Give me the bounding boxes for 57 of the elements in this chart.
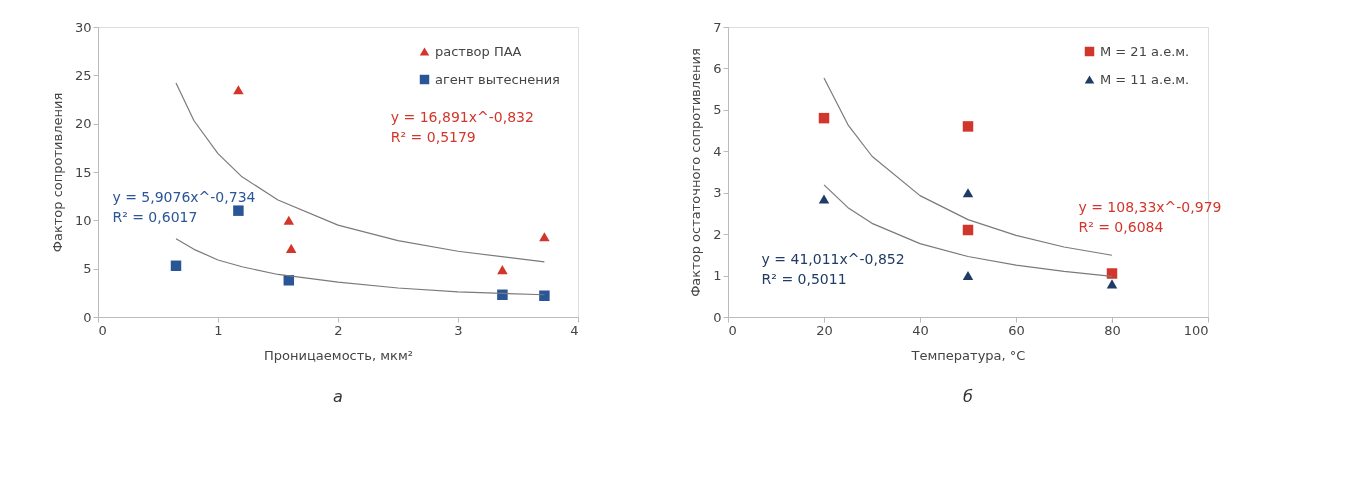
x-tick-label: 80 [1104,322,1121,338]
x-tick-label: 4 [570,322,579,338]
text: б [963,387,974,406]
y-tick-label: 15 [74,164,92,180]
annotation: y = 108,33x^-0,979 R² = 0,6084 [1078,199,1222,235]
y-tick-label: 2 [713,226,722,242]
x-tick-label: 2 [334,322,343,338]
y-tick-label: 4 [713,143,722,159]
y-tick-label: 1 [713,268,722,284]
legend-label: M = 21 а.е.м. [1100,43,1190,59]
y-tick-label: 10 [74,212,92,228]
y-tick-label: 30 [74,19,92,35]
point [1106,268,1118,279]
y-tick-label: 6 [713,60,722,76]
text: а [333,387,343,406]
x-tick-label: 1 [214,322,223,338]
point [170,260,182,272]
x-tick-label: 100 [1183,322,1209,338]
y-tick-label: 5 [83,261,92,277]
x-tick-label: 0 [728,322,737,338]
point [285,243,297,253]
y-tick-label: 3 [713,185,722,201]
x-axis-title: Проницаемость, мкм² [264,347,413,363]
point [818,194,830,204]
y-tick-label: 7 [713,19,722,35]
y-tick-label: 25 [74,67,92,83]
point [1106,279,1118,289]
point [233,85,244,95]
annotation: y = 5,9076x^-0,734 R² = 0,6017 [112,188,256,225]
point [962,271,974,281]
x-axis-title: Температура, °C [910,347,1026,363]
annotation: y = 41,011x^-0,852 R² = 0,5011 [761,251,905,288]
point [283,215,295,225]
y-axis-title: Фактор остаточного сопротивления [688,48,704,297]
x-tick-label: 3 [454,322,463,338]
y-tick-label: 0 [713,309,722,325]
y-tick-label: 0 [83,309,92,325]
y-tick-label: 5 [713,102,722,118]
legend-label: агент вытеснения [435,71,560,87]
y-tick-label: 20 [74,116,92,132]
point [818,112,830,124]
legend-label: M = 11 а.е.м. [1100,71,1190,87]
x-tick-label: 20 [816,322,833,338]
x-tick-label: 60 [1008,322,1025,338]
point [962,121,974,132]
legend-label: раствор ПАА [435,43,522,59]
x-tick-label: 0 [98,322,107,338]
annotation: y = 16,891x^-0,832 R² = 0,5179 [390,109,534,146]
x-tick-label: 40 [912,322,929,338]
point [233,205,244,216]
point [962,188,974,198]
point [497,265,508,275]
point [497,289,508,301]
y-axis-title: Фактор сопротивления [49,92,65,253]
point [539,232,550,242]
point [539,290,550,301]
point [962,224,974,236]
